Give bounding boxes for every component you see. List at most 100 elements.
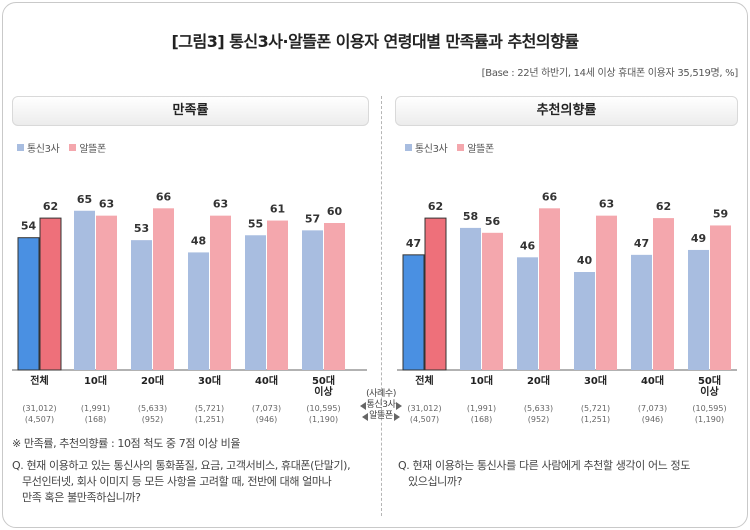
arrow-left-icon — [359, 401, 366, 410]
category-label: 10대 — [470, 374, 493, 387]
sample-size-telecom: (7,073) — [252, 404, 281, 413]
legend-label-mvno: 알뜰폰 — [467, 144, 494, 155]
bar-mvno — [482, 232, 503, 370]
sample-size-header: (사례수) — [366, 389, 396, 399]
sample-size-telecom: (5,721) — [195, 404, 224, 413]
question-recommend: Q. 현재 이용하는 통신사를 다른 사람에게 추천할 생각이 어느 정도 있으… — [398, 458, 743, 490]
figure-title: [그림3] 통신3사·알뜰폰 이용자 연령대별 만족률과 추천의향률 — [171, 32, 579, 51]
bar-telecom — [131, 240, 152, 370]
bar-telecom — [688, 249, 709, 370]
arrow-left-icon — [362, 412, 369, 421]
data-label: 48 — [191, 234, 206, 247]
data-label: 63 — [99, 198, 114, 211]
data-label: 61 — [270, 203, 285, 216]
category-label: 전체 — [30, 374, 48, 387]
sample-size-telecom: (5,721) — [581, 404, 610, 413]
sample-size-mvno: (4,507) — [410, 415, 439, 424]
question-line: 있으십니까? — [408, 475, 463, 488]
bar-telecom — [631, 254, 652, 370]
sample-size-mvno: (1,190) — [309, 415, 338, 424]
legend-item-telecom: 통신3사 — [405, 140, 448, 155]
sample-size-mvno: (952) — [528, 415, 550, 424]
data-label: 55 — [248, 217, 263, 230]
question-satisfaction: Q. 현재 이용하고 있는 통신사의 통화품질, 요금, 고객서비스, 휴대폰(… — [12, 458, 382, 506]
sample-size-mvno: (168) — [471, 415, 493, 424]
bar-telecom — [302, 230, 323, 370]
category-label: 30대 — [198, 374, 221, 387]
data-label: 40 — [577, 254, 593, 267]
bar-telecom — [402, 254, 425, 371]
data-label: 59 — [713, 207, 728, 220]
data-label: 49 — [691, 232, 706, 245]
base-note: [Base : 22년 하반기, 14세 이상 휴대폰 이용자 35,519명,… — [481, 68, 739, 79]
sample-size-telecom: (1,991) — [81, 404, 110, 413]
sample-size-mvno: (1,251) — [581, 415, 610, 424]
bar-telecom — [517, 257, 538, 370]
category-label: 50대 — [312, 374, 335, 387]
question-line: 무선인터넷, 회사 이미지 등 모든 사항을 고려할 때, 전반에 대해 얼마나 — [22, 475, 332, 488]
data-label: 63 — [599, 198, 614, 211]
footnote: ※ 만족률, 추천의향률 : 10점 척도 중 7점 이상 비율 — [12, 437, 241, 450]
sample-size-mvno: (1,190) — [695, 415, 724, 424]
bar-mvno — [539, 208, 560, 370]
bar-telecom — [460, 227, 481, 370]
sample-size-telecom: (31,012) — [407, 404, 441, 413]
bar-telecom — [245, 235, 266, 370]
data-label: 46 — [520, 239, 536, 252]
category-label: 이상 — [700, 385, 719, 398]
category-label: 40대 — [255, 374, 278, 387]
data-label: 62 — [43, 200, 58, 213]
legend-swatch-telecom — [17, 144, 24, 151]
legend-swatch-telecom — [405, 144, 412, 151]
bar-telecom — [574, 272, 595, 370]
legend-item-mvno: 알뜰폰 — [457, 140, 494, 155]
data-label: 58 — [463, 210, 478, 223]
data-label: 62 — [428, 200, 443, 213]
sample-size-telecom: (31,012) — [22, 404, 56, 413]
sample-size-telecom-label: 통신3사 — [366, 400, 396, 410]
sample-size-mvno: (952) — [142, 415, 164, 424]
bar-mvno — [153, 208, 174, 370]
sample-size-mvno-label: 알뜰폰 — [369, 411, 393, 421]
arrow-right-icon — [393, 412, 400, 421]
question-line: 만족 혹은 불만족하십니까? — [22, 491, 141, 504]
question-line: Q. 현재 이용하는 통신사를 다른 사람에게 추천할 생각이 어느 정도 — [398, 459, 690, 472]
bar-mvno — [39, 217, 62, 371]
legend-satisfaction: 통신3사 알뜰폰 — [17, 140, 106, 155]
panel-divider — [381, 96, 382, 516]
category-label: 이상 — [314, 385, 333, 398]
legend-recommend: 통신3사 알뜰폰 — [405, 140, 494, 155]
bar-mvno — [596, 215, 617, 370]
data-label: 65 — [77, 193, 92, 206]
sample-size-telecom: (1,991) — [467, 404, 496, 413]
legend-swatch-mvno — [457, 144, 465, 151]
data-label: 54 — [21, 220, 37, 233]
arrow-right-icon — [396, 401, 403, 410]
bar-mvno — [210, 215, 231, 370]
sample-size-mvno: (946) — [256, 415, 278, 424]
data-label: 47 — [406, 237, 421, 250]
legend-item-mvno: 알뜰폰 — [69, 140, 106, 155]
data-label: 47 — [634, 237, 649, 250]
bar-mvno — [710, 225, 731, 370]
bar-mvno — [653, 218, 674, 370]
legend-label-mvno: 알뜰폰 — [79, 144, 106, 155]
data-label: 57 — [305, 212, 320, 225]
panel-title-satisfaction: 만족률 — [12, 96, 369, 126]
sample-size-mvno: (946) — [642, 415, 664, 424]
category-label: 20대 — [141, 374, 164, 387]
sample-size-telecom: (10,595) — [692, 404, 726, 413]
sample-size-telecom: (5,633) — [138, 404, 167, 413]
question-line: Q. 현재 이용하고 있는 통신사의 통화품질, 요금, 고객서비스, 휴대폰(… — [12, 459, 351, 472]
sample-size-mvno: (168) — [85, 415, 107, 424]
category-label: 20대 — [527, 374, 550, 387]
sample-size-telecom: (5,633) — [524, 404, 553, 413]
bar-telecom — [74, 210, 95, 370]
bar-telecom — [188, 252, 209, 370]
sample-size-telecom: (7,073) — [638, 404, 667, 413]
category-label: 50대 — [698, 374, 721, 387]
data-label: 63 — [213, 198, 228, 211]
bar-mvno — [424, 217, 447, 371]
legend-swatch-mvno — [69, 144, 77, 151]
